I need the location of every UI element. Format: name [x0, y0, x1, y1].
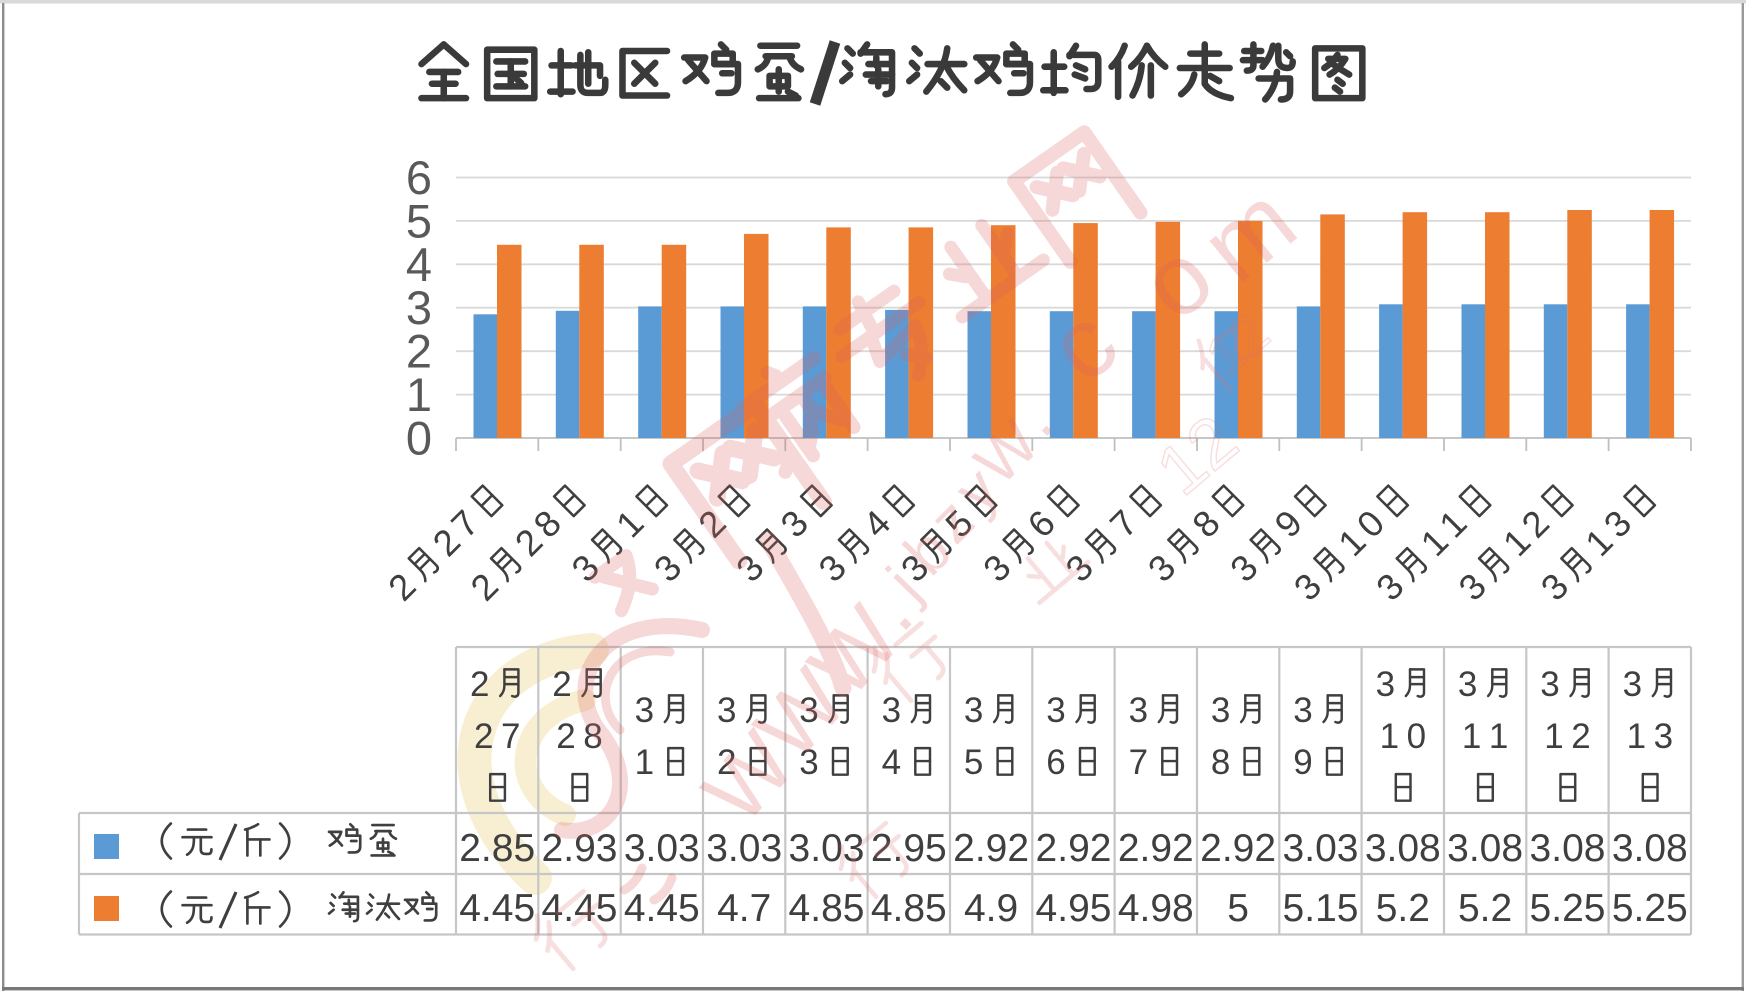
svg-text:3.03: 3.03: [706, 827, 782, 870]
svg-text:1: 1: [1544, 717, 1563, 756]
svg-text:2: 2: [470, 665, 489, 704]
svg-text:4.7: 4.7: [717, 887, 771, 930]
svg-text:3.08: 3.08: [1612, 827, 1688, 870]
svg-text:2: 2: [552, 665, 571, 704]
svg-text:3.08: 3.08: [1530, 827, 1606, 870]
svg-text:1: 1: [635, 743, 654, 782]
svg-text:3: 3: [1623, 665, 1642, 704]
svg-text:4.45: 4.45: [624, 887, 700, 930]
svg-text:2: 2: [556, 717, 575, 756]
svg-text:0: 0: [406, 412, 432, 465]
svg-text:8: 8: [1211, 743, 1230, 782]
svg-text:3: 3: [1129, 691, 1148, 730]
svg-text:5.25: 5.25: [1530, 887, 1606, 930]
svg-text:3: 3: [799, 743, 818, 782]
svg-text:3: 3: [799, 691, 818, 730]
svg-text:7: 7: [501, 717, 520, 756]
svg-text:3: 3: [882, 691, 901, 730]
svg-text:2.92: 2.92: [1118, 827, 1194, 870]
svg-text:3: 3: [964, 691, 983, 730]
svg-text:3: 3: [1654, 717, 1673, 756]
svg-text:4.9: 4.9: [964, 887, 1018, 930]
svg-text:2.93: 2.93: [542, 827, 618, 870]
svg-text:3: 3: [1458, 665, 1477, 704]
svg-text:3: 3: [1293, 691, 1312, 730]
svg-text:6: 6: [406, 151, 432, 204]
svg-text:5.2: 5.2: [1458, 887, 1512, 930]
svg-text:5.15: 5.15: [1283, 887, 1359, 930]
svg-text:3.08: 3.08: [1447, 827, 1523, 870]
svg-text:1: 1: [1380, 717, 1399, 756]
svg-text:2.92: 2.92: [1200, 827, 1276, 870]
svg-text:2.92: 2.92: [953, 827, 1029, 870]
svg-text:3: 3: [1211, 691, 1230, 730]
svg-text:1: 1: [1489, 717, 1508, 756]
svg-text:3.03: 3.03: [624, 827, 700, 870]
svg-text:7: 7: [1129, 743, 1148, 782]
svg-text:3: 3: [1376, 665, 1395, 704]
svg-text:4.45: 4.45: [459, 887, 535, 930]
svg-text:5: 5: [406, 194, 432, 247]
svg-text:5: 5: [964, 743, 983, 782]
svg-text:4: 4: [406, 238, 432, 291]
svg-text:8: 8: [583, 717, 602, 756]
svg-text:6: 6: [1046, 743, 1065, 782]
svg-text:3.03: 3.03: [1283, 827, 1359, 870]
svg-text:4.98: 4.98: [1118, 887, 1194, 930]
svg-text:2: 2: [717, 743, 736, 782]
svg-text:5.2: 5.2: [1376, 887, 1430, 930]
svg-text:5: 5: [1227, 887, 1249, 930]
svg-text:2: 2: [1571, 717, 1590, 756]
svg-text:2: 2: [406, 325, 432, 378]
svg-text:1: 1: [1627, 717, 1646, 756]
svg-text:4.95: 4.95: [1036, 887, 1112, 930]
svg-text:3: 3: [1046, 691, 1065, 730]
svg-text:5.25: 5.25: [1612, 887, 1688, 930]
svg-text:3: 3: [406, 281, 432, 334]
svg-text:2.92: 2.92: [1036, 827, 1112, 870]
svg-text:1: 1: [1462, 717, 1481, 756]
svg-text:3: 3: [717, 691, 736, 730]
svg-text:9: 9: [1293, 743, 1312, 782]
svg-text:2.85: 2.85: [459, 827, 535, 870]
svg-text:0: 0: [1407, 717, 1426, 756]
svg-text:3: 3: [1540, 665, 1559, 704]
svg-text:4.85: 4.85: [871, 887, 947, 930]
svg-text:3.08: 3.08: [1365, 827, 1441, 870]
svg-text:4.85: 4.85: [789, 887, 865, 930]
svg-text:4: 4: [882, 743, 901, 782]
svg-text:1: 1: [406, 368, 432, 421]
svg-text:3: 3: [635, 691, 654, 730]
svg-text:2: 2: [474, 717, 493, 756]
